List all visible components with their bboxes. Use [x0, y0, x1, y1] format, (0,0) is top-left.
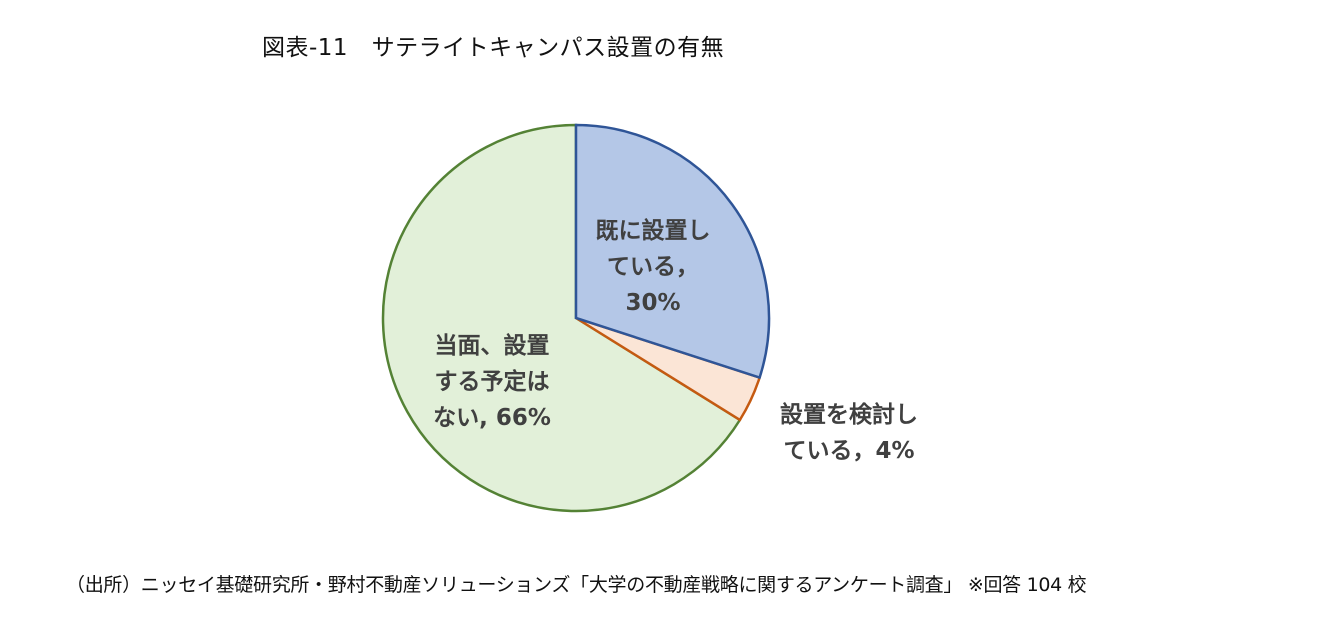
slice-installed	[574, 123, 771, 380]
label-no-plan: 当面、設置 する予定は ない, 66%	[433, 333, 551, 431]
label-considering: 設置を検討し ている，4%	[780, 402, 918, 464]
slice-no-plan	[381, 123, 742, 513]
label-installed: 既に設置し ている， 30%	[595, 218, 711, 316]
source-note: （出所）ニッセイ基礎研究所・野村不動産ソリューションズ「大学の不動産戦略に関する…	[66, 574, 1087, 596]
chart-title: 図表-11 サテライトキャンパス設置の有無	[262, 35, 725, 61]
